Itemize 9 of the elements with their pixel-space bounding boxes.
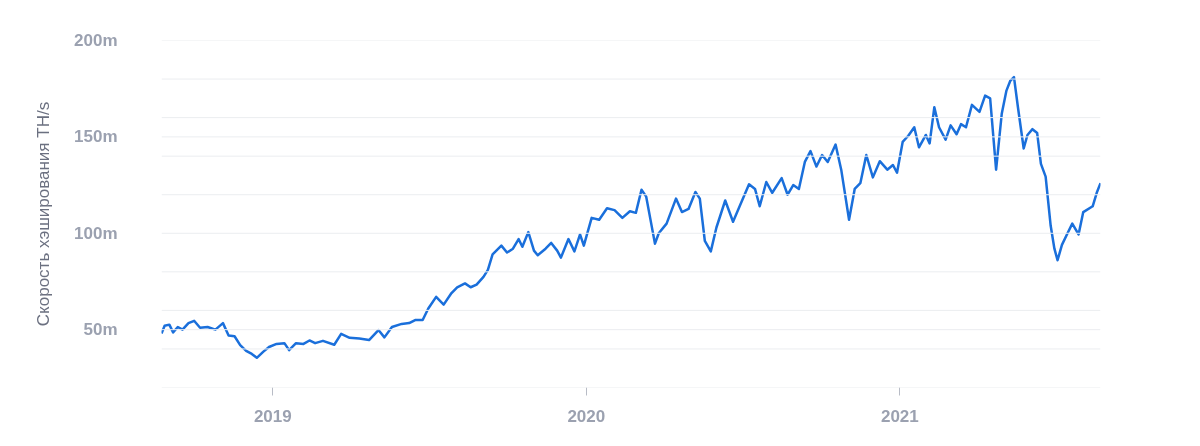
y-tick-label: 50m [83,320,118,340]
y-tick-label: 100m [74,223,118,243]
y-tick-label: 150m [74,127,118,147]
x-tick-label: 2021 [880,406,919,426]
line-series [161,75,1101,360]
y-axis-title: Скорость хэширования TH/s [34,101,54,327]
x-tick-label: 2019 [253,406,292,426]
y-tick-label: 200m [74,31,118,50]
x-tick-label: 2020 [567,406,606,426]
